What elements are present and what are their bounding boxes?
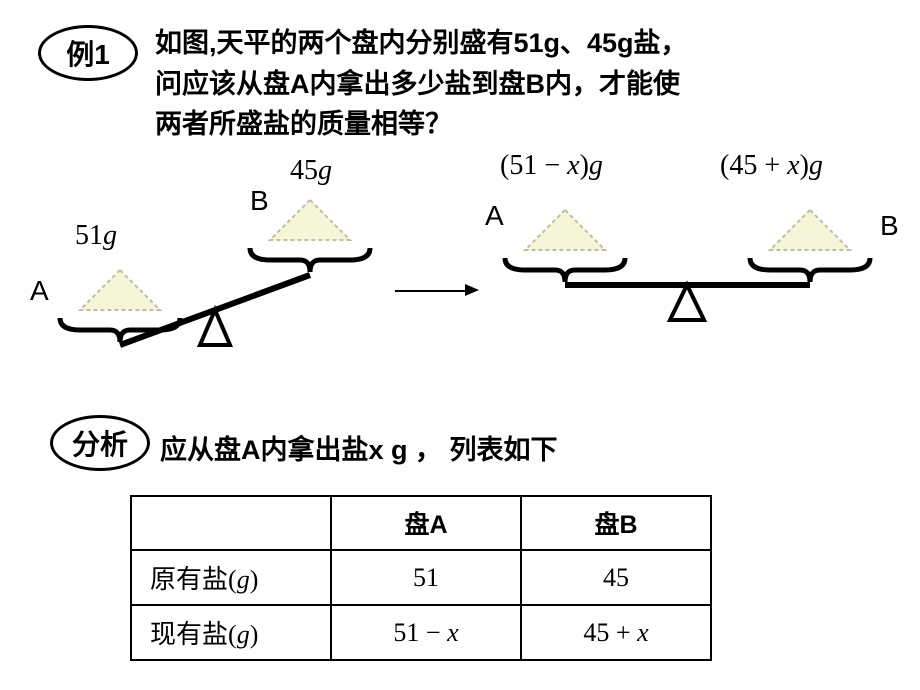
table-row-current: 现有盐(g) 51 − x 45 + x — [131, 605, 711, 660]
left-weight-b: 45g — [290, 155, 332, 187]
example-label: 例1 — [38, 25, 138, 81]
left-pan-a-label: A — [30, 275, 49, 307]
problem-line-2: 问应该从盘A内拿出多少盐到盘B内，才能使 — [155, 69, 680, 99]
row2-header: 现有盐(g) — [131, 605, 331, 660]
left-weight-a: 51g — [75, 220, 117, 252]
row1-a: 51 — [331, 550, 521, 605]
arrow-head — [465, 284, 479, 296]
row1-b: 45 — [521, 550, 711, 605]
right-pan-b-label: B — [880, 210, 899, 242]
problem-line-3: 两者所盛盐的质量相等？ — [155, 109, 452, 139]
balance-right — [480, 190, 900, 360]
salt-table: 盘A 盘B 原有盐(g) 51 45 现有盐(g) 51 − x 45 + x — [130, 495, 712, 661]
table-header-empty — [131, 496, 331, 550]
arrow-line — [395, 290, 465, 292]
right-weight-a: (51 − x)g — [500, 150, 603, 182]
analysis-sentence: 应从盘A内拿出盐x g ， 列表如下 — [160, 428, 558, 467]
problem-line-1: 如图,天平的两个盘内分别盛有51g、45g盐， — [155, 28, 688, 58]
row1-header: 原有盐(g) — [131, 550, 331, 605]
table-header-row: 盘A 盘B — [131, 496, 711, 550]
table-row-original: 原有盐(g) 51 45 — [131, 550, 711, 605]
balance-left — [20, 170, 400, 370]
row2-b: 45 + x — [521, 605, 711, 660]
row2-a: 51 − x — [331, 605, 521, 660]
right-weight-b: (45 + x)g — [720, 150, 823, 182]
table-header-a: 盘A — [331, 496, 521, 550]
left-pan-b-label: B — [250, 185, 269, 217]
analysis-label: 分析 — [50, 415, 150, 471]
right-pan-a-label: A — [485, 200, 504, 232]
problem-statement: 如图,天平的两个盘内分别盛有51g、45g盐， 问应该从盘A内拿出多少盐到盘B内… — [155, 23, 895, 145]
table-header-b: 盘B — [521, 496, 711, 550]
